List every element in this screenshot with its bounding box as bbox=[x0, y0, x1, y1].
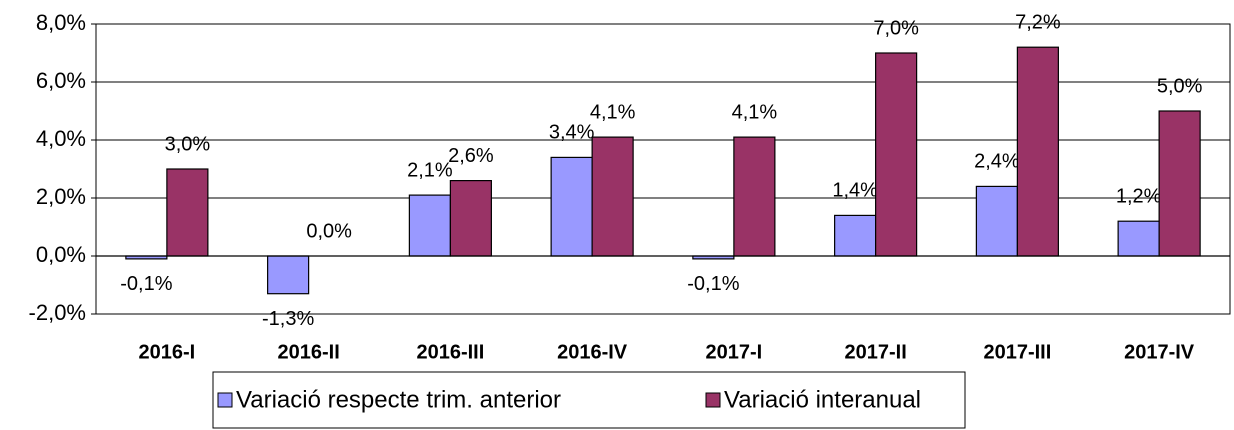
bar bbox=[449, 180, 492, 257]
legend-label: Variació respecte trim. anterior bbox=[236, 386, 561, 413]
value-label: 7,2% bbox=[1015, 11, 1061, 33]
value-label: 3,4% bbox=[549, 122, 595, 144]
bar bbox=[733, 136, 776, 257]
value-label: 4,1% bbox=[732, 101, 778, 123]
y-tick-label: 8,0% bbox=[36, 10, 86, 35]
legend-label: Variació interanual bbox=[724, 386, 921, 413]
bar bbox=[875, 52, 918, 257]
value-label: 2,6% bbox=[448, 145, 494, 167]
value-label: -1,3% bbox=[262, 308, 314, 330]
value-label: 4,1% bbox=[590, 101, 636, 123]
legend-swatch bbox=[705, 392, 721, 408]
x-tick-label: 2017-I bbox=[706, 341, 763, 363]
value-label: 3,0% bbox=[165, 133, 211, 155]
x-tick-label: 2016-IV bbox=[557, 341, 628, 363]
bar bbox=[975, 185, 1018, 257]
bar bbox=[166, 168, 209, 257]
x-tick-label: 2017-III bbox=[983, 341, 1051, 363]
bar bbox=[1158, 110, 1201, 257]
bar bbox=[408, 194, 451, 257]
x-tick-label: 2016-I bbox=[139, 341, 196, 363]
value-label: 1,4% bbox=[832, 180, 878, 202]
x-tick-label: 2016-III bbox=[416, 341, 484, 363]
y-tick-label: 4,0% bbox=[36, 126, 86, 151]
value-label: 2,1% bbox=[407, 159, 453, 181]
y-tick-label: 0,0% bbox=[36, 242, 86, 267]
x-tick-label: 2016-II bbox=[277, 341, 339, 363]
value-label: -0,1% bbox=[120, 273, 172, 295]
y-tick-label: -2,0% bbox=[29, 300, 86, 325]
bar bbox=[267, 255, 310, 295]
legend-box bbox=[212, 371, 966, 429]
value-label: 1,2% bbox=[1116, 185, 1162, 207]
value-label: 7,0% bbox=[873, 17, 919, 39]
x-tick-label: 2017-IV bbox=[1124, 341, 1195, 363]
value-label: -0,1% bbox=[687, 273, 739, 295]
bar bbox=[834, 214, 877, 257]
x-tick-label: 2017-II bbox=[844, 341, 906, 363]
bar bbox=[550, 156, 593, 257]
bar bbox=[1117, 220, 1160, 257]
y-tick-label: 6,0% bbox=[36, 68, 86, 93]
value-label: 0,0% bbox=[306, 220, 352, 242]
plot-frame bbox=[95, 23, 1231, 315]
value-label: 2,4% bbox=[974, 151, 1020, 173]
y-tick-label: 2,0% bbox=[36, 184, 86, 209]
value-label: 5,0% bbox=[1157, 75, 1203, 97]
bar bbox=[1016, 46, 1059, 257]
legend-swatch bbox=[217, 392, 233, 408]
bar bbox=[591, 136, 634, 257]
